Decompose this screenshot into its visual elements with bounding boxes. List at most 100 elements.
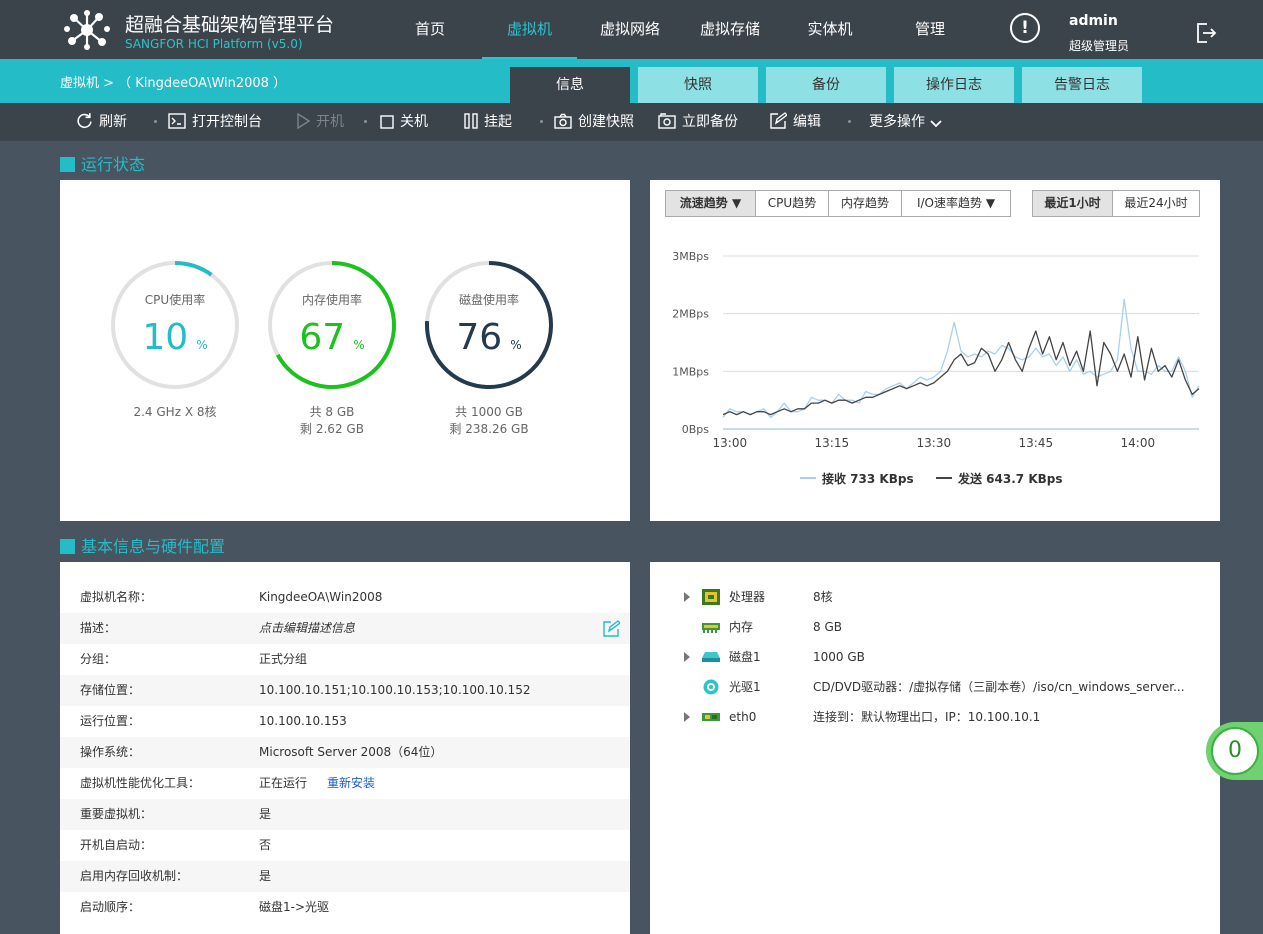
info-value: 10.100.10.153 (259, 714, 347, 728)
expand-arrow-icon[interactable] (684, 592, 690, 602)
info-row-description: 描述： 点击编辑描述信息 (60, 613, 630, 644)
action-toolbar: 刷新 打开控制台 开机 关机 挂起 创建快照 立即备份 编辑 更多操作 (0, 103, 1263, 141)
info-key: 存储位置： (80, 683, 141, 697)
edit-description-icon[interactable] (603, 620, 620, 637)
section-title-status: 运行状态 (60, 151, 145, 175)
gauges-svg (111, 261, 553, 389)
nav-management[interactable]: 管理 (914, 20, 945, 38)
power-on-button[interactable]: 开机 (296, 103, 344, 141)
create-snapshot-button[interactable]: 创建快照 (554, 103, 634, 141)
hardware-row-disk[interactable]: 磁盘1 1000 GB (650, 642, 1220, 672)
pause-icon (464, 113, 478, 129)
info-row-vm-name: 虚拟机名称： KingdeeOA\Win2008 (60, 582, 630, 613)
gauge-info-line: 剩 238.26 GB (449, 422, 529, 436)
play-icon (297, 112, 311, 130)
trend-tab-io[interactable]: I/O速率趋势 ▼ (901, 190, 1011, 217)
usage-gauges-panel: CPU使用率 10% 2.4 GHz X 8核 内存使用率 67% 共 8 GB 剩 2.6… (60, 180, 630, 521)
hardware-value: CD/DVD驱动器：/虚拟存储（三副本卷）/iso/cn_windows_ser… (813, 680, 1185, 694)
info-key: 虚拟机性能优化工具： (80, 776, 201, 790)
refresh-button[interactable]: 刷新 (76, 103, 127, 141)
shutdown-button[interactable]: 关机 (380, 103, 428, 141)
trend-tab-flow[interactable]: 流速趋势 ▼ (665, 190, 756, 217)
info-key: 启用内存回收机制： (80, 869, 189, 883)
y-tick-label: 3MBps (672, 250, 709, 263)
suspend-button[interactable]: 挂起 (464, 103, 512, 141)
y-tick-label: 0Bps (682, 423, 710, 436)
hardware-row-cpu[interactable]: 处理器 8核 (650, 582, 1220, 612)
section-title-status-text: 运行状态 (81, 155, 146, 174)
hardware-name: 处理器 (729, 590, 766, 604)
info-key: 启动顺序： (80, 900, 141, 914)
traffic-chart-panel: 流速趋势 ▼ CPU趋势 内存趋势 I/O速率趋势 ▼ 最近1小时 最近24小时… (650, 180, 1220, 521)
top-header: 超融合基础架构管理平台 SANGFOR HCI Platform (v5.0) … (0, 0, 1263, 59)
basic-info-panel: 虚拟机名称： KingdeeOA\Win2008 描述： 点击编辑描述信息 分组： 正… (60, 562, 630, 934)
info-value: KingdeeOA\Win2008 (259, 590, 383, 604)
gauge-info-line: 剩 2.62 GB (300, 422, 364, 436)
create-snapshot-label: 创建快照 (578, 114, 634, 130)
info-key: 运行位置： (80, 714, 141, 728)
hardware-name: 磁盘1 (729, 650, 761, 664)
toolbar-separator (154, 120, 157, 123)
toolbar-separator (848, 120, 851, 123)
cdrom-icon (703, 679, 719, 695)
gauge-arc (425, 261, 553, 389)
gauge-label: 磁盘使用率 (458, 293, 519, 307)
nav-virtual-machine[interactable]: 虚拟机 (482, 0, 577, 59)
nav-home[interactable]: 首页 (414, 20, 445, 38)
tab-operation-log[interactable]: 操作日志 (894, 67, 1014, 103)
trend-tab-cpu[interactable]: CPU趋势 (755, 190, 829, 217)
x-tick-label: 13:45 (1019, 436, 1054, 450)
gauge-unit: % (196, 338, 208, 352)
hardware-row-network[interactable]: eth0 连接到：默认物理出口，IP：10.100.10.1 (650, 702, 1220, 732)
edit-button[interactable]: 编辑 (770, 103, 821, 141)
more-actions-dropdown[interactable]: 更多操作 (869, 103, 943, 141)
tab-snapshot[interactable]: 快照 (638, 67, 758, 103)
tab-alarm-log[interactable]: 告警日志 (1022, 67, 1142, 103)
tab-backup[interactable]: 备份 (766, 67, 886, 103)
tab-info[interactable]: 信息 (510, 67, 630, 103)
legend-label: 接收 733 KBps (822, 471, 914, 486)
range-tab-1h[interactable]: 最近1小时 (1032, 190, 1113, 217)
range-tab-24h[interactable]: 最近24小时 (1112, 190, 1200, 217)
info-key: 描述： (80, 621, 117, 635)
x-tick-label: 13:00 (713, 436, 748, 450)
info-row-important: 重要虚拟机： 是 (60, 799, 630, 830)
trend-tab-io-label: I/O速率趋势 (916, 196, 982, 210)
gauge-info: 2.4 GHz X 8核 (95, 404, 255, 421)
camera-icon (554, 113, 572, 129)
hardware-value: 8核 (813, 590, 833, 604)
alert-icon[interactable]: ! (1010, 13, 1040, 43)
info-value: 是 (259, 807, 272, 821)
series-line-send (722, 330, 1200, 416)
trend-tab-memory[interactable]: 内存趋势 (828, 190, 902, 217)
gauge-label: 内存使用率 (301, 293, 362, 307)
nav-physical-host[interactable]: 实体机 (807, 20, 853, 38)
hardware-panel: 处理器 8核 内存 8 GB 磁盘1 1000 GB 光驱1 CD/DVD驱动器… (650, 562, 1220, 934)
breadcrumb: 虚拟机 > （ KingdeeOA\Win2008 ） (60, 76, 287, 91)
task-count[interactable]: 0 (1211, 727, 1259, 775)
description-placeholder[interactable]: 点击编辑描述信息 (259, 621, 356, 635)
gauge-info: 共 1000 GB 剩 238.26 GB (409, 404, 569, 438)
nav-virtual-storage[interactable]: 虚拟存储 (699, 20, 760, 38)
nav-virtual-network[interactable]: 虚拟网络 (599, 20, 660, 38)
hardware-row-memory: 内存 8 GB (650, 612, 1220, 642)
open-console-button[interactable]: 打开控制台 (168, 103, 262, 141)
expand-arrow-icon[interactable] (684, 712, 690, 722)
hardware-value: 8 GB (813, 620, 842, 634)
caret-down-icon: ▼ (731, 196, 742, 210)
suspend-label: 挂起 (484, 114, 512, 130)
hardware-row-cdrom: 光驱1 CD/DVD驱动器：/虚拟存储（三副本卷）/iso/cn_windows… (650, 672, 1220, 702)
info-row-boot-order: 启动顺序： 磁盘1->光驱 (60, 892, 630, 923)
floating-task-badge[interactable]: 0 (1206, 722, 1263, 780)
expand-arrow-icon[interactable] (684, 652, 690, 662)
stop-icon (380, 115, 394, 129)
logout-icon[interactable] (1194, 21, 1218, 45)
user-name[interactable]: admin (1069, 13, 1118, 29)
info-row-storage: 存储位置： 10.100.10.151;10.100.10.153;10.100.… (60, 675, 630, 706)
x-tick-label: 13:30 (917, 436, 952, 450)
gauge-label: CPU使用率 (144, 293, 206, 307)
info-row-autostart: 开机自启动： 否 (60, 830, 630, 861)
reinstall-link[interactable]: 重新安装 (327, 776, 376, 790)
backup-now-button[interactable]: 立即备份 (658, 103, 738, 141)
x-tick-label: 13:15 (815, 436, 850, 450)
